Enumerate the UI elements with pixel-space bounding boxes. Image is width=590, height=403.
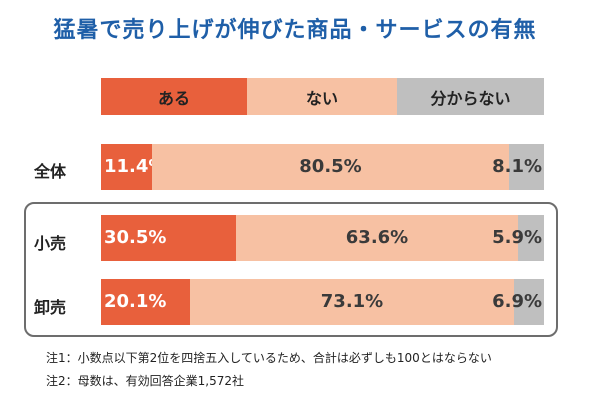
- footnote-2: 注2：母数は、有効回答企業1,572社: [46, 374, 244, 388]
- bar-row-retail: 30.5% 63.6% 5.9%: [101, 215, 544, 261]
- bar-segment-retail-no: 63.6%: [236, 215, 518, 261]
- legend-label-unknown: 分からない: [430, 88, 511, 108]
- data-label-wholesale-yes: 20.1%: [104, 291, 167, 312]
- bar-segment-all-yes: 11.4%: [101, 144, 166, 190]
- data-label-retail-unknown: 5.9%: [492, 227, 542, 248]
- bar-segment-all-no: 80.5%: [152, 144, 509, 190]
- data-label-all-unknown: 8.1%: [492, 156, 542, 177]
- bar-segment-retail-unknown: 5.9%: [492, 215, 544, 261]
- bar-segment-wholesale-unknown: 6.9%: [492, 279, 544, 325]
- chart-legend: ある ない 分からない: [101, 78, 544, 115]
- data-label-retail-no: 63.6%: [345, 227, 409, 248]
- data-label-wholesale-no: 73.1%: [320, 291, 384, 312]
- bar-segment-wholesale-no: 73.1%: [190, 279, 514, 325]
- category-label-wholesale: 卸売: [34, 298, 67, 317]
- data-label-wholesale-unknown: 6.9%: [492, 291, 542, 312]
- legend-item-no: ない: [247, 78, 397, 115]
- category-label-all: 全体: [34, 162, 67, 181]
- legend-item-yes: ある: [101, 78, 247, 115]
- legend-label-yes: ある: [157, 88, 190, 108]
- data-label-all-no: 80.5%: [299, 156, 362, 177]
- data-label-retail-yes: 30.5%: [104, 227, 167, 248]
- bar-segment-retail-yes: 30.5%: [101, 215, 236, 261]
- category-label-retail: 小売: [34, 234, 67, 253]
- chart-title: 猛暑で売り上げが伸びた商品・サービスの有無: [53, 18, 537, 43]
- data-label-all-yes: 11.4%: [104, 156, 167, 177]
- legend-item-unknown: 分からない: [397, 78, 544, 115]
- bar-row-all: 11.4% 80.5% 8.1%: [101, 144, 544, 190]
- bar-segment-wholesale-yes: 20.1%: [101, 279, 190, 325]
- retail-wholesale-highlight-box: [24, 202, 558, 337]
- bar-row-wholesale: 20.1% 73.1% 6.9%: [101, 279, 544, 325]
- footnote-1: 注1：小数点以下第2位を四捨五入しているため、合計は必ずしも100とはならない: [46, 351, 492, 365]
- bar-segment-all-unknown: 8.1%: [492, 144, 544, 190]
- legend-label-no: ない: [305, 88, 338, 108]
